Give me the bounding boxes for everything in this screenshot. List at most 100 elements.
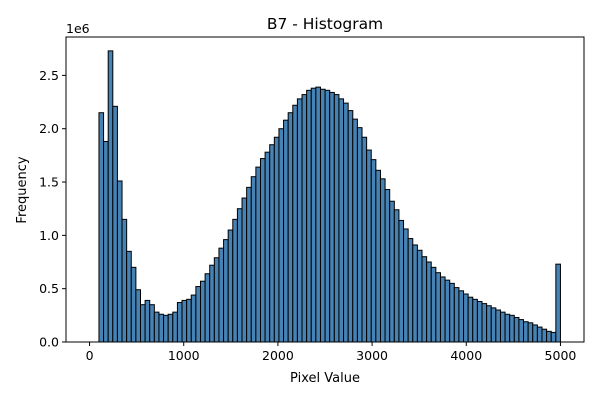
histogram-bar	[361, 136, 368, 343]
histogram-bar	[296, 98, 303, 343]
histogram-bar	[495, 309, 501, 343]
y-tick-label: 1.5	[39, 175, 59, 190]
bars-group	[98, 50, 561, 343]
histogram-bar	[486, 305, 492, 343]
histogram-bar	[167, 313, 174, 343]
histogram-bar	[278, 128, 285, 343]
histogram-bar	[472, 298, 478, 343]
histogram-bar	[287, 112, 294, 343]
histogram-bar	[430, 266, 437, 343]
histogram-bar	[366, 149, 372, 343]
histogram-bar	[172, 311, 178, 343]
histogram-bar	[250, 176, 257, 343]
histogram-bar	[509, 314, 515, 343]
histogram-bar	[347, 110, 354, 343]
histogram-bar	[476, 300, 483, 343]
histogram-bar	[292, 104, 298, 343]
histogram-bar	[338, 98, 345, 343]
plot-frame	[65, 36, 585, 343]
histogram-bar	[204, 273, 211, 343]
histogram-bar	[481, 303, 488, 343]
histogram-bar	[426, 261, 432, 343]
histogram-bar	[370, 159, 377, 343]
histogram-bar	[550, 331, 557, 343]
histogram-bar	[163, 314, 169, 343]
histogram-bar	[227, 229, 234, 343]
histogram-bar	[416, 249, 423, 343]
histogram-bar	[407, 238, 414, 343]
histogram-bar	[439, 276, 446, 343]
histogram-bar	[103, 141, 109, 343]
histogram-bar	[153, 311, 160, 343]
x-tick-label: 1000	[168, 348, 200, 363]
histogram-bar	[98, 112, 105, 343]
x-tick-label: 5000	[545, 348, 577, 363]
histogram-bar	[398, 219, 405, 343]
histogram-bar	[232, 218, 238, 343]
histogram-bar	[319, 88, 326, 343]
histogram-bar	[310, 87, 317, 343]
histogram-bar	[190, 294, 197, 343]
histogram-bar	[518, 319, 525, 343]
histogram-bar	[195, 286, 201, 343]
histogram-bar	[116, 180, 123, 343]
histogram-bar	[176, 302, 183, 343]
x-tick-label: 0	[86, 348, 94, 363]
histogram-bar	[499, 311, 506, 343]
histogram-bar	[273, 136, 280, 343]
histogram-bar	[236, 208, 243, 343]
x-tick-label: 2000	[262, 348, 294, 363]
histogram-bar	[269, 144, 275, 343]
x-axis-ticks: 0 1000 2000 3000 4000 5000	[86, 342, 577, 363]
histogram-bar	[527, 322, 534, 343]
histogram-bar	[393, 209, 400, 343]
histogram-bar	[218, 247, 225, 343]
histogram-bar	[223, 239, 229, 343]
histogram-bar	[546, 330, 552, 343]
histogram-bar	[333, 94, 340, 343]
histogram-bar	[329, 91, 335, 343]
histogram-bar	[352, 118, 358, 343]
histogram-bar	[458, 290, 465, 343]
histogram-bar	[463, 293, 469, 343]
histogram-bar	[121, 218, 128, 343]
histogram-bar	[467, 296, 474, 343]
histogram-bar	[264, 151, 271, 343]
y-tick-label: 2.5	[39, 68, 59, 83]
histogram-bar	[412, 244, 418, 343]
histogram-bar	[283, 119, 289, 343]
histogram-bar	[375, 169, 381, 343]
histogram-bar	[421, 256, 428, 343]
histogram-bar	[536, 326, 543, 343]
histogram-bar	[246, 186, 252, 343]
histogram-bar	[130, 266, 137, 343]
histogram-bar	[356, 127, 363, 343]
y-tick-label: 0.0	[39, 335, 59, 350]
histogram-bar	[379, 178, 386, 343]
histogram-bar	[139, 304, 146, 343]
histogram-bar	[389, 200, 395, 343]
histogram-bar	[301, 94, 308, 343]
histogram-bar	[555, 263, 561, 343]
x-tick-label: 4000	[450, 348, 482, 363]
histogram-bar	[199, 280, 206, 343]
histogram-bar	[126, 250, 132, 343]
histogram-bar	[435, 272, 441, 343]
x-tick-label: 3000	[356, 348, 388, 363]
histogram-bar	[490, 307, 497, 343]
histogram-bar	[324, 89, 331, 343]
y-tick-label: 1.0	[39, 228, 59, 243]
histogram-bar	[107, 50, 114, 343]
histogram-bar	[343, 102, 349, 343]
histogram-bar	[255, 166, 261, 343]
histogram-bar	[504, 313, 511, 343]
histogram-bar	[449, 282, 455, 343]
histogram-bar	[541, 328, 548, 343]
chart-title: B7 - Histogram	[267, 15, 383, 33]
y-tick-label: 2.0	[39, 121, 59, 136]
histogram-bar	[315, 86, 321, 343]
y-axis-ticks: 0.0 0.5 1.0 1.5 2.0 2.5	[39, 68, 66, 350]
y-tick-label: 0.5	[39, 281, 59, 296]
histogram-bar	[135, 289, 141, 343]
histogram-bar	[444, 279, 451, 343]
